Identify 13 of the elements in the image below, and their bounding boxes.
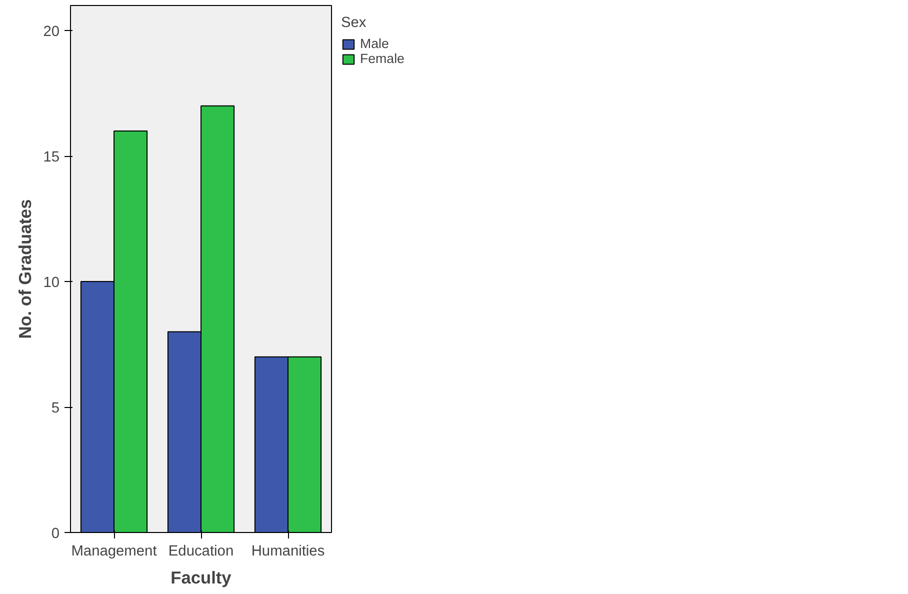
x-tick-label: Humanities [251, 544, 325, 560]
x-axis-title: Faculty [170, 568, 232, 588]
legend-title: Sex [341, 15, 368, 31]
y-tick-label: 0 [51, 526, 60, 542]
legend-label: Male [360, 36, 389, 51]
y-tick-label: 20 [43, 24, 60, 40]
x-tick-label: Education [168, 544, 234, 560]
y-axis-title: No. of Graduates [15, 199, 36, 339]
y-tick-label: 15 [43, 150, 60, 166]
y-tick-label: 5 [51, 400, 60, 417]
legend-label: Female [360, 51, 404, 66]
x-tick-label: Management [71, 544, 157, 560]
y-tick-label: 10 [43, 275, 60, 292]
